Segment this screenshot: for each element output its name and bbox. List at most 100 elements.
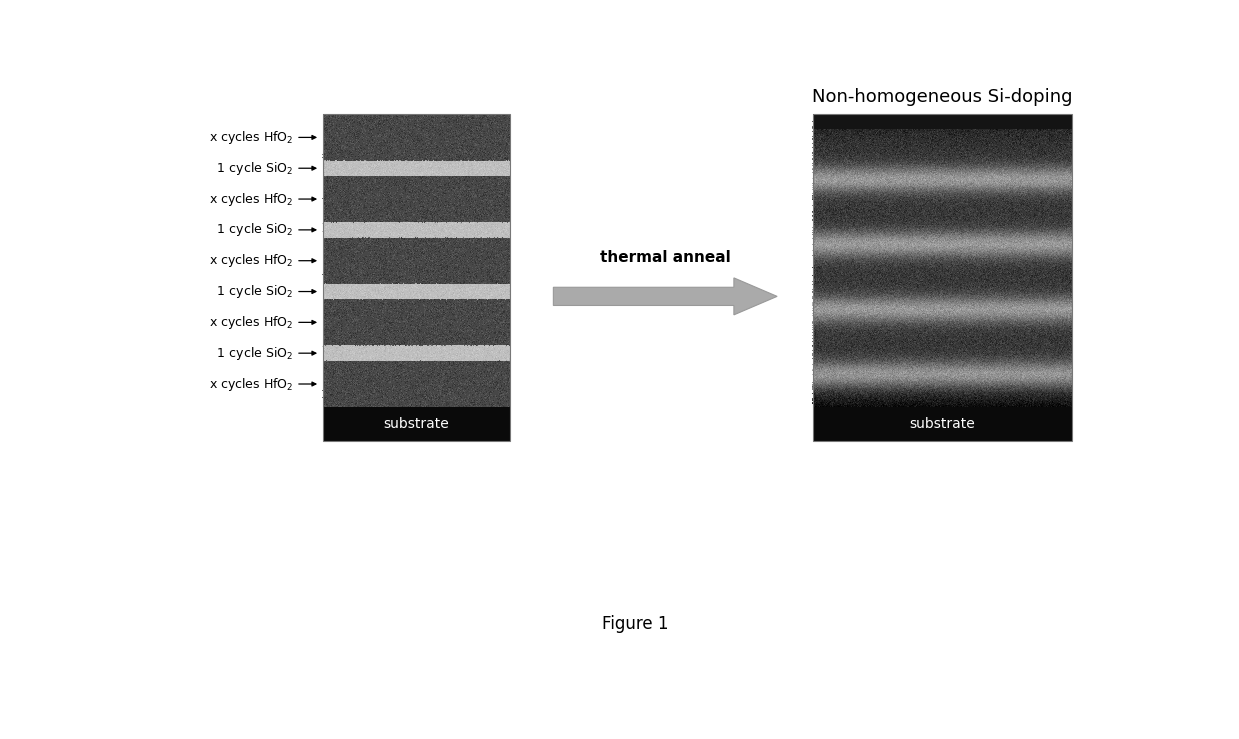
Point: [1026, 245, 1046, 256]
Point: [1032, 239, 1052, 251]
Point: [1015, 197, 1035, 208]
Point: [339, 330, 359, 341]
Point: [406, 132, 426, 143]
Point: [497, 360, 517, 372]
Point: [445, 142, 465, 154]
Point: [881, 223, 901, 235]
Point: [995, 118, 1015, 130]
Point: [456, 219, 476, 231]
Point: [1007, 289, 1027, 301]
Point: [1032, 258, 1052, 270]
Point: [380, 292, 400, 304]
Point: [447, 293, 467, 305]
Point: [885, 399, 904, 411]
Point: [985, 265, 1005, 276]
Point: [426, 252, 446, 264]
Point: [426, 288, 446, 300]
Point: [421, 336, 441, 347]
Point: [922, 366, 942, 378]
Point: [430, 152, 450, 164]
Point: [403, 193, 422, 205]
Point: [478, 114, 498, 126]
Point: [835, 358, 855, 370]
Point: [378, 386, 398, 398]
Point: [1062, 302, 1082, 314]
Point: [943, 238, 963, 250]
Point: [873, 134, 893, 146]
Point: [912, 186, 932, 198]
Point: [488, 210, 508, 222]
Point: [869, 327, 888, 339]
Point: [940, 136, 960, 148]
Point: [900, 221, 919, 233]
Point: [999, 321, 1018, 333]
Point: [478, 361, 498, 372]
Point: [813, 168, 833, 180]
Point: [394, 305, 414, 317]
Point: [914, 278, 934, 290]
Point: [939, 224, 959, 236]
Point: [1056, 298, 1075, 310]
Bar: [813, 233, 1072, 234]
Point: [451, 184, 471, 196]
Point: [405, 211, 425, 222]
Point: [994, 248, 1014, 260]
Point: [883, 109, 903, 120]
Point: [352, 376, 372, 388]
Point: [465, 201, 484, 213]
Point: [491, 399, 510, 411]
Point: [876, 301, 896, 313]
Point: [1004, 380, 1023, 392]
Point: [989, 155, 1009, 167]
Point: [847, 352, 867, 364]
Point: [387, 313, 406, 325]
Point: [882, 118, 902, 129]
Point: [864, 231, 883, 243]
Point: [938, 214, 958, 226]
Point: [973, 228, 992, 239]
Point: [467, 246, 487, 258]
Point: [935, 304, 955, 316]
Point: [887, 335, 907, 347]
Point: [1056, 126, 1075, 137]
Point: [1046, 300, 1066, 312]
Point: [828, 216, 847, 228]
Point: [1016, 151, 1036, 163]
Point: [411, 184, 431, 196]
Point: [909, 362, 929, 374]
Point: [400, 180, 420, 192]
Point: [1021, 327, 1041, 338]
Point: [315, 336, 335, 348]
Point: [1032, 310, 1052, 322]
Point: [405, 270, 425, 282]
Point: [316, 126, 336, 138]
Point: [1040, 398, 1059, 410]
Point: [395, 324, 415, 336]
Point: [978, 267, 997, 279]
Point: [888, 318, 908, 330]
Point: [1036, 340, 1056, 352]
Point: [986, 286, 1006, 298]
Point: [379, 279, 399, 291]
Point: [394, 338, 414, 350]
Point: [437, 135, 457, 147]
Point: [984, 390, 1004, 402]
Point: [990, 386, 1010, 398]
Point: [888, 125, 908, 137]
Point: [437, 168, 457, 180]
Point: [1059, 111, 1079, 123]
Point: [390, 245, 410, 256]
Point: [440, 168, 460, 180]
Point: [926, 123, 945, 134]
Point: [409, 304, 429, 316]
Bar: [813, 287, 1072, 289]
Point: [1051, 278, 1070, 290]
Point: [835, 202, 855, 214]
Point: [1051, 140, 1070, 151]
Point: [406, 354, 426, 366]
Point: [344, 295, 364, 307]
Point: [911, 236, 930, 248]
Point: [346, 256, 366, 268]
Point: [331, 142, 351, 154]
Point: [449, 313, 468, 324]
